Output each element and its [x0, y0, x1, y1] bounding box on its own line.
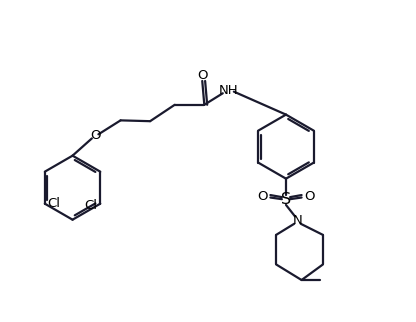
Text: S: S: [281, 193, 291, 207]
Text: O: O: [197, 69, 208, 82]
Text: O: O: [305, 190, 315, 203]
Text: Cl: Cl: [84, 199, 97, 212]
Text: N: N: [292, 214, 302, 227]
Text: O: O: [90, 129, 100, 142]
Text: Cl: Cl: [48, 197, 61, 210]
Text: O: O: [257, 190, 267, 203]
Text: NH: NH: [218, 84, 238, 97]
